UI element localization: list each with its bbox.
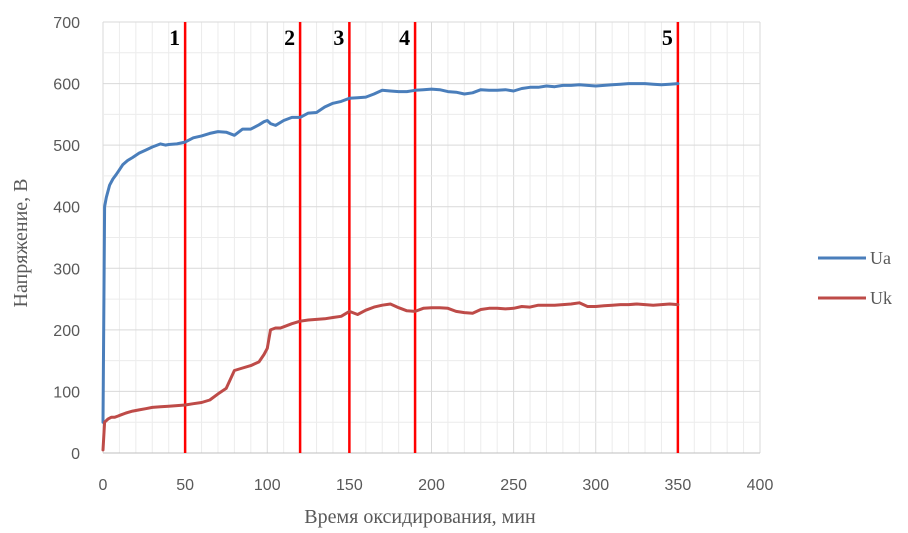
legend: Ua Uk bbox=[818, 248, 892, 308]
x-tick-label: 0 bbox=[99, 477, 108, 494]
x-tick-label: 100 bbox=[254, 477, 281, 494]
series-line-uk bbox=[101, 301, 680, 452]
x-tick-label: 300 bbox=[582, 477, 609, 494]
vertical-markers: 1 2 3 4 5 bbox=[169, 22, 680, 453]
x-axis-ticks: 0 50 100 150 200 250 300 350 400 bbox=[99, 477, 774, 494]
marker-label-4: 4 bbox=[399, 25, 410, 50]
x-tick-label: 250 bbox=[500, 477, 527, 494]
y-axis-title: Напряжение, В bbox=[10, 178, 32, 307]
marker-label-5: 5 bbox=[662, 25, 673, 50]
y-tick-label: 0 bbox=[71, 446, 80, 463]
y-axis-ticks: 0 100 200 300 400 500 600 700 bbox=[53, 15, 80, 463]
marker-label-2: 2 bbox=[284, 25, 295, 50]
x-tick-label: 50 bbox=[176, 477, 194, 494]
y-tick-label: 700 bbox=[53, 15, 80, 32]
marker-label-3: 3 bbox=[333, 25, 344, 50]
y-tick-label: 600 bbox=[53, 77, 80, 94]
x-tick-label: 350 bbox=[665, 477, 692, 494]
x-tick-label: 400 bbox=[747, 477, 774, 494]
y-tick-label: 300 bbox=[53, 261, 80, 278]
legend-label-uk: Uk bbox=[870, 288, 892, 308]
x-tick-label: 150 bbox=[336, 477, 363, 494]
series-line-ua bbox=[101, 82, 680, 424]
grid bbox=[102, 21, 761, 454]
y-tick-label: 200 bbox=[53, 323, 80, 340]
legend-label-ua: Ua bbox=[870, 248, 891, 268]
series-lines bbox=[101, 82, 680, 452]
y-tick-label: 500 bbox=[53, 138, 80, 155]
marker-label-1: 1 bbox=[169, 25, 180, 50]
x-axis-title: Время оксидирования, мин bbox=[304, 506, 536, 528]
x-tick-label: 200 bbox=[418, 477, 445, 494]
y-tick-label: 400 bbox=[53, 200, 80, 217]
y-tick-label: 100 bbox=[53, 384, 80, 401]
